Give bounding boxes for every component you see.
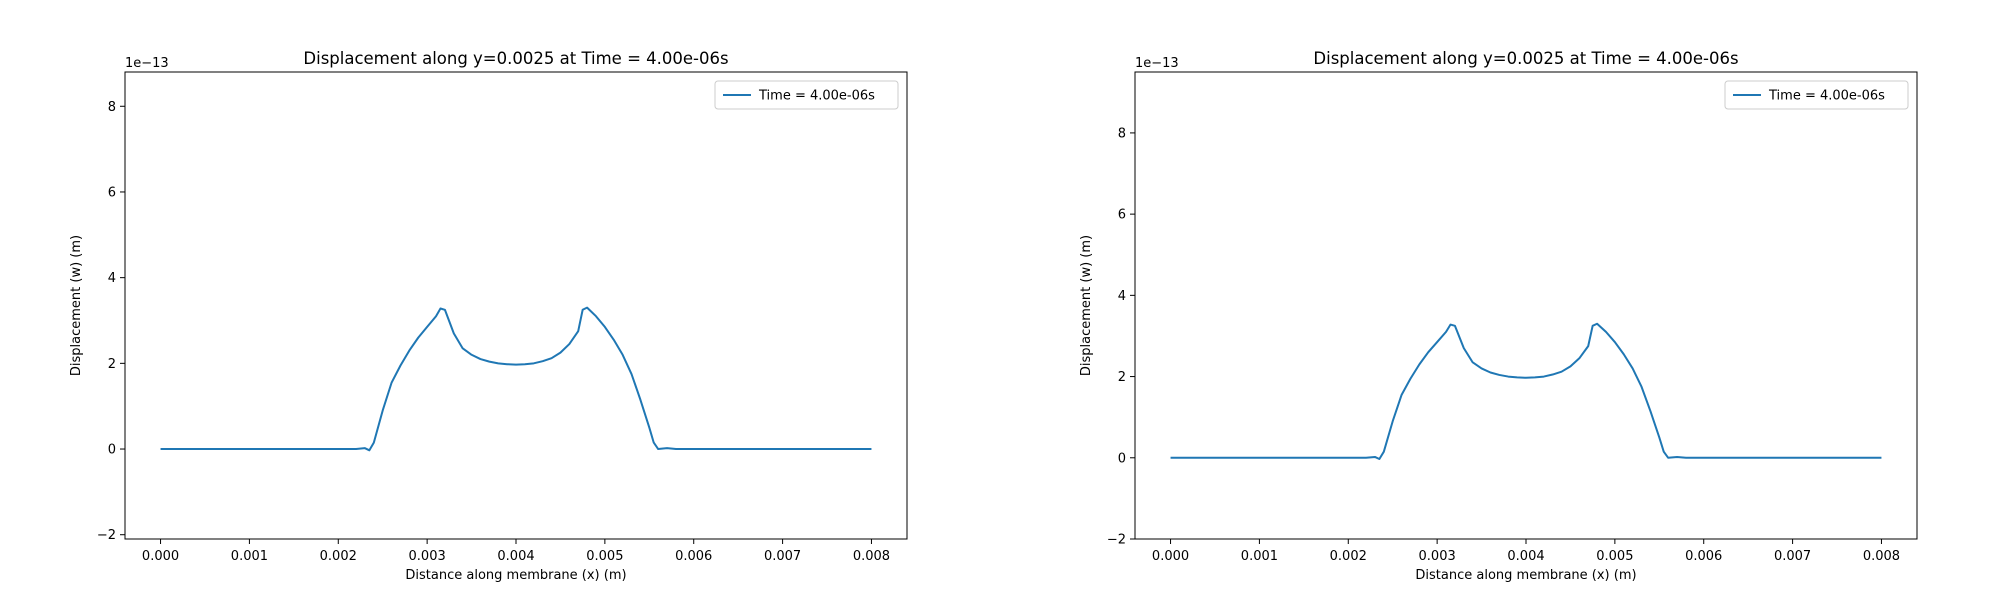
x-tick-label: 0.000 bbox=[1152, 549, 1189, 564]
x-tick-label: 0.002 bbox=[1330, 549, 1367, 564]
x-tick-label: 0.008 bbox=[853, 549, 890, 564]
series-line bbox=[160, 306, 872, 452]
x-tick-label: 0.007 bbox=[1774, 549, 1811, 564]
x-tick-label: 0.003 bbox=[409, 549, 446, 564]
x-tick-label: 0.001 bbox=[231, 549, 268, 564]
x-tick-label: 0.004 bbox=[1507, 549, 1544, 564]
y-tick-label: 6 bbox=[1118, 208, 1126, 223]
x-axis-label: Distance along membrane (x) (m) bbox=[1415, 568, 1636, 583]
y-tick-label: 8 bbox=[108, 100, 116, 115]
x-tick-label: 0.006 bbox=[675, 549, 712, 564]
x-tick-label: 0.003 bbox=[1419, 549, 1456, 564]
legend-label: Time = 4.00e-06s bbox=[1768, 89, 1885, 104]
x-tick-label: 0.000 bbox=[142, 549, 179, 564]
legend-box bbox=[714, 80, 899, 110]
x-tick-label: 0.005 bbox=[1596, 549, 1633, 564]
y-tick-label: 2 bbox=[108, 357, 116, 372]
x-tick-label: 0.006 bbox=[1685, 549, 1722, 564]
x-tick-label: 0.002 bbox=[320, 549, 357, 564]
y-tick-label: 0 bbox=[108, 443, 116, 458]
y-tick-label: 4 bbox=[1118, 289, 1126, 304]
x-tick-label: 0.001 bbox=[1241, 549, 1278, 564]
legend-label: Time = 4.00e-06s bbox=[758, 89, 875, 104]
y-tick-label: 2 bbox=[1118, 370, 1126, 385]
y-tick-label: 6 bbox=[108, 185, 116, 200]
y-tick-label: 4 bbox=[108, 271, 116, 286]
subplot-2: Displacement along y=0.0025 at Time = 4.… bbox=[1079, 49, 1918, 583]
y-offset-label: 1e−13 bbox=[1135, 56, 1179, 71]
x-tick-label: 0.004 bbox=[497, 549, 534, 564]
x-tick-label: 0.007 bbox=[764, 549, 801, 564]
x-axis-label: Distance along membrane (x) (m) bbox=[405, 568, 626, 583]
y-axis-label: Displacement (w) (m) bbox=[1079, 235, 1094, 376]
legend: Time = 4.00e-06s bbox=[714, 80, 899, 110]
chart-title: Displacement along y=0.0025 at Time = 4.… bbox=[303, 49, 728, 68]
y-tick-label: 8 bbox=[1118, 126, 1126, 141]
series-line bbox=[1170, 322, 1882, 460]
chart-title: Displacement along y=0.0025 at Time = 4.… bbox=[1313, 49, 1738, 68]
legend-box bbox=[1724, 80, 1909, 110]
legend: Time = 4.00e-06s bbox=[1724, 80, 1909, 110]
y-axis-label: Displacement (w) (m) bbox=[69, 235, 84, 376]
subplot-1: Displacement along y=0.0025 at Time = 4.… bbox=[69, 49, 908, 583]
y-tick-label: −2 bbox=[1107, 533, 1126, 548]
x-tick-label: 0.005 bbox=[586, 549, 623, 564]
y-offset-label: 1e−13 bbox=[125, 56, 169, 71]
x-tick-label: 0.008 bbox=[1863, 549, 1900, 564]
y-tick-label: −2 bbox=[97, 528, 116, 543]
y-tick-label: 0 bbox=[1118, 451, 1126, 466]
